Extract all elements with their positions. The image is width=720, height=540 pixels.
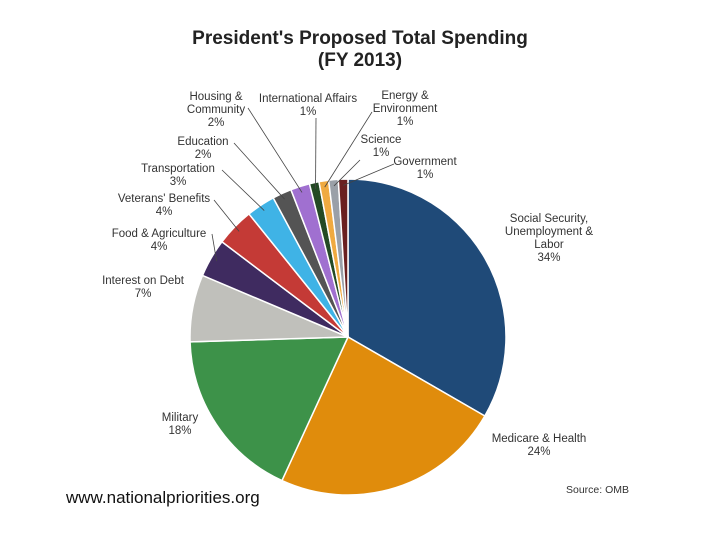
leader-line-food xyxy=(211,233,218,262)
label-energy: Energy & Environment 1% xyxy=(372,90,438,128)
label-housing: Housing & Community 2% xyxy=(186,91,246,129)
pie-slices xyxy=(189,178,507,496)
label-social-security: Social Security, Unemployment & Labor 34… xyxy=(504,213,594,264)
label-science: Science 1% xyxy=(360,134,402,159)
leader-line-government xyxy=(343,163,395,186)
label-medicare: Medicare & Health 24% xyxy=(491,433,587,458)
leader-line-science xyxy=(333,159,361,187)
label-transportation: Transportation 3% xyxy=(141,163,215,188)
label-government: Government 1% xyxy=(393,156,457,181)
chart-subtitle: (FY 2013) xyxy=(317,50,403,71)
label-international: International Affairs 1% xyxy=(258,93,358,118)
pie-slice-social_security xyxy=(347,178,507,418)
leader-line-veterans xyxy=(213,199,240,232)
leader-line-transportation xyxy=(221,169,265,211)
label-military: Military 18% xyxy=(161,412,199,437)
pie-slice-government xyxy=(337,178,349,338)
leader-line-education xyxy=(233,142,285,200)
leader-line-energy xyxy=(324,111,373,188)
chart-title: President's Proposed Total Spending xyxy=(192,28,528,49)
source-note: Source: OMB xyxy=(566,484,630,496)
pie-slice-military xyxy=(189,336,350,482)
leader-lines xyxy=(211,107,395,262)
label-interest: Interest on Debt 7% xyxy=(102,275,184,300)
leader-line-housing xyxy=(247,107,303,193)
site-url: www.nationalpriorities.org xyxy=(66,488,260,507)
chart-title-block: President's Proposed Total Spending (FY … xyxy=(0,28,720,72)
label-veterans: Veterans' Benefits 4% xyxy=(117,193,211,218)
label-education: Education 2% xyxy=(177,136,229,161)
label-food: Food & Agriculture 4% xyxy=(111,228,207,253)
pie-slice-medicare xyxy=(280,335,486,496)
